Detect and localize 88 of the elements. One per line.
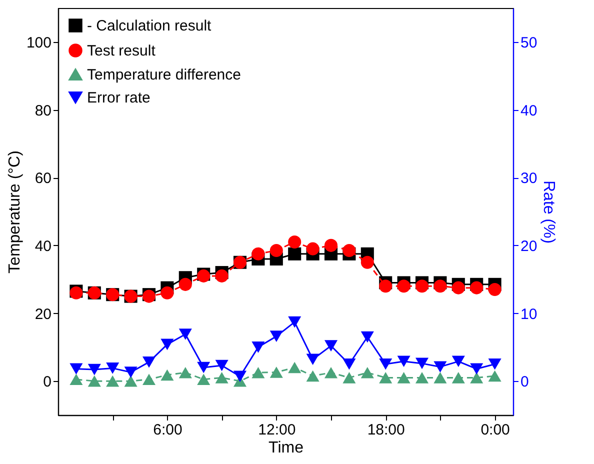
point <box>106 375 120 387</box>
point <box>324 238 338 252</box>
point <box>270 330 283 342</box>
point <box>488 370 502 382</box>
point <box>178 366 192 378</box>
point <box>270 244 283 258</box>
point <box>415 280 429 293</box>
point <box>397 372 410 384</box>
point <box>306 354 320 366</box>
point <box>415 372 429 384</box>
point <box>360 256 374 269</box>
point <box>397 280 410 293</box>
point <box>379 372 392 384</box>
x-tick-label: 0:00 <box>480 422 510 438</box>
point <box>124 375 138 387</box>
point <box>470 372 484 384</box>
point <box>252 247 265 260</box>
point <box>342 244 356 258</box>
point <box>288 236 302 249</box>
point <box>434 361 447 372</box>
point <box>306 242 320 256</box>
point <box>288 316 302 328</box>
point <box>252 342 265 353</box>
legend-label: - Calculation result <box>87 18 212 34</box>
y2-tick-label: 10 <box>520 306 538 323</box>
point <box>360 366 374 378</box>
point <box>70 363 83 375</box>
point <box>142 356 156 368</box>
point <box>197 362 210 374</box>
point <box>452 372 465 384</box>
point <box>215 360 228 372</box>
point <box>88 375 101 387</box>
y-tick-label: 60 <box>34 170 52 188</box>
y-tick-label: 40 <box>34 238 52 255</box>
y-axis-title: Temperature (°C) <box>6 150 24 274</box>
point <box>397 356 410 368</box>
point <box>360 331 374 343</box>
legend-label: Error rate <box>87 90 150 106</box>
point <box>288 247 302 260</box>
y-tick-label: 80 <box>34 102 52 120</box>
point <box>488 283 502 296</box>
point <box>470 281 484 294</box>
y2-tick-label: 50 <box>520 34 538 52</box>
point <box>215 269 228 282</box>
y2-axis-title: Rate (%) <box>540 180 558 244</box>
point <box>178 328 192 340</box>
point <box>106 362 120 374</box>
point <box>488 358 502 370</box>
point <box>415 358 429 370</box>
point <box>215 372 228 384</box>
point <box>160 369 174 381</box>
point <box>434 372 447 384</box>
point <box>178 278 192 291</box>
y2-tick-label: 0 <box>520 374 529 391</box>
y-tick-label: 20 <box>34 306 52 323</box>
x-axis-title: Time <box>268 440 304 456</box>
point <box>452 281 465 294</box>
legend-label: Test result <box>87 42 156 60</box>
legend-label: Temperature difference <box>87 66 241 84</box>
x-tick-label: 12:00 <box>258 422 296 438</box>
x-tick-label: 6:00 <box>153 422 182 438</box>
point <box>342 358 356 370</box>
point <box>379 280 392 293</box>
point <box>379 358 392 370</box>
point <box>142 374 156 386</box>
point <box>160 338 174 350</box>
point <box>288 362 302 374</box>
point <box>306 370 320 382</box>
y2-tick-label: 40 <box>520 102 538 120</box>
point <box>324 340 338 352</box>
point <box>252 366 265 378</box>
y2-tick-label: 30 <box>520 170 538 188</box>
point <box>233 370 247 382</box>
point <box>160 286 174 300</box>
y-tick-label: 0 <box>43 374 52 391</box>
point <box>470 363 484 375</box>
point <box>88 364 101 376</box>
point <box>124 366 138 378</box>
point <box>270 366 283 378</box>
y2-tick-label: 20 <box>520 238 538 255</box>
x-tick-label: 18:00 <box>367 422 405 438</box>
point <box>452 356 465 368</box>
point <box>434 280 447 293</box>
point <box>197 374 210 386</box>
y-tick-label: 100 <box>26 34 52 52</box>
point <box>342 372 356 384</box>
point <box>70 374 83 386</box>
point <box>324 366 338 378</box>
